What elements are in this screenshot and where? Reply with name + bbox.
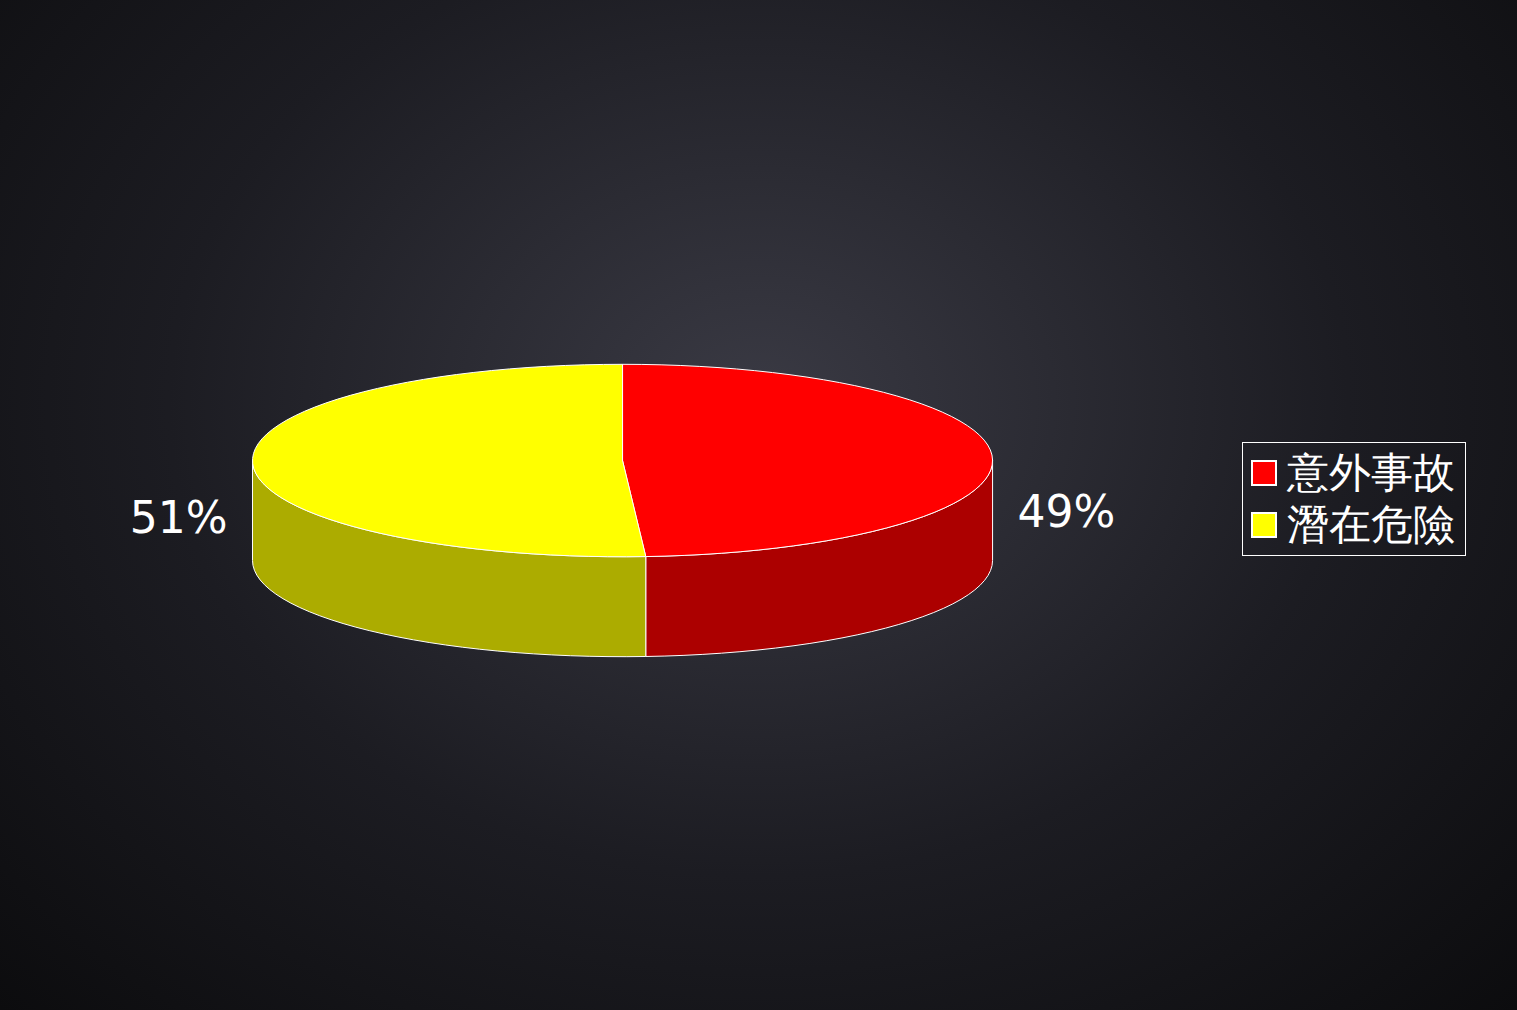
html-text:意外事故: 意外事故	[1287, 448, 1455, 497]
svg-text:51%: 51%	[130, 492, 228, 543]
html-text:潛在危險: 潛在危險	[1287, 500, 1455, 549]
svg-text:49%: 49%	[1017, 486, 1115, 537]
